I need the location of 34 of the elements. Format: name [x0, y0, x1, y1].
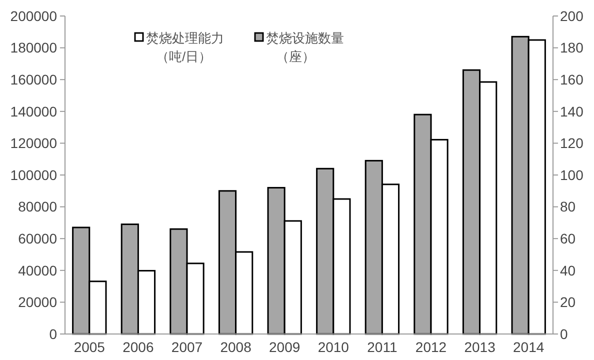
x-tick-label: 2005: [74, 339, 106, 355]
y-tick-label: 120000: [10, 135, 58, 152]
y-tick-label: 180000: [10, 40, 58, 56]
y2-tick-label: 20: [560, 294, 576, 310]
x-tick-label: 2007: [171, 339, 203, 355]
x-tick-label: 2014: [513, 339, 544, 355]
y2-tick-label: 160: [560, 72, 584, 88]
legend-label: 焚烧处理能力（吨/日）: [146, 30, 224, 64]
x-tick-label: 2011: [367, 339, 398, 355]
y-tick-label: 20000: [18, 294, 58, 310]
y2-tick-label: 200: [560, 8, 584, 24]
y-tick-label: 60000: [18, 230, 58, 246]
x-tick-label: 2012: [415, 339, 447, 355]
x-tick-label: 2010: [318, 339, 350, 355]
y2-tick-label: 140: [560, 103, 584, 120]
y2-tick-label: 40: [560, 262, 576, 278]
y-tick-label: 0: [49, 326, 58, 342]
x-tick-label: 2006: [122, 339, 154, 355]
y2-tick-label: 0: [560, 326, 568, 342]
y2-tick-label: 80: [560, 198, 576, 215]
legend-label: 焚烧设施数量（座）: [266, 30, 344, 64]
y2-tick-label: 120: [560, 135, 584, 152]
x-tick-label: 2008: [220, 339, 252, 355]
y2-tick-label: 60: [560, 230, 576, 246]
x-tick-label: 2013: [464, 339, 496, 355]
y-tick-label: 200000: [10, 8, 58, 24]
y-tick-label: 140000: [10, 103, 58, 120]
y2-tick-label: 100: [560, 166, 584, 183]
y-tick-label: 100000: [10, 166, 58, 183]
x-tick-label: 2009: [269, 339, 300, 355]
y-tick-label: 80000: [18, 198, 58, 215]
y2-tick-label: 180: [560, 40, 584, 56]
y-tick-label: 160000: [10, 72, 58, 88]
y-tick-label: 40000: [18, 262, 58, 278]
